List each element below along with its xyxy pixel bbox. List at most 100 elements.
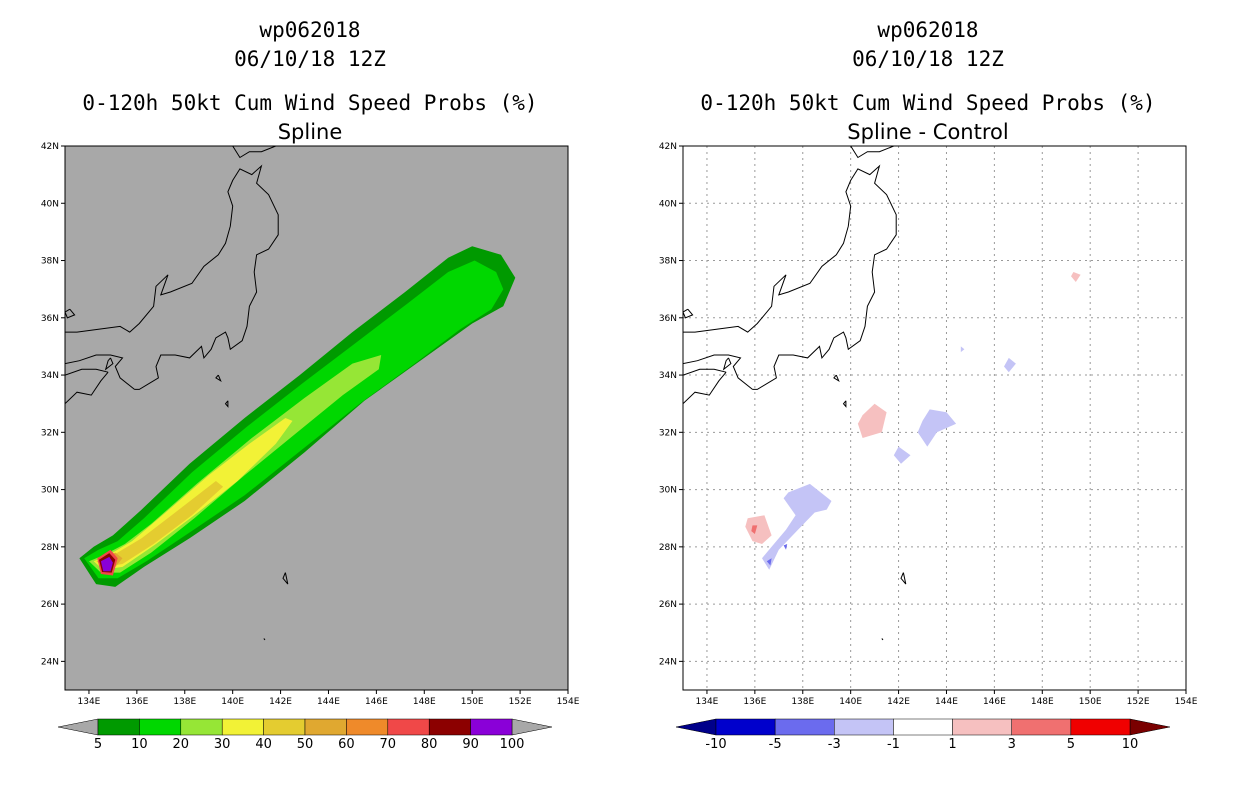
left-lon-label-152: 152E [509,697,532,707]
left-lon-label-138: 138E [173,697,196,707]
right-diff-neg-ne [1004,357,1016,373]
left-colorbar-label-8: 80 [420,737,438,752]
left-lat-label-42: 42N [41,142,59,152]
left-lon-label-134: 134E [78,697,101,707]
right-lon-label-148: 148E [1031,697,1054,707]
right-lon-label-136: 136E [743,697,766,707]
right-diff-neg-sw [762,483,832,570]
left-contour-30pct [93,418,293,570]
left-coastline-8 [65,308,76,319]
left-map: 134E 136E 138E 140E 142E 144E 146E 148E 150E 152E… [41,142,580,707]
right-lat-label-32: 32N [659,428,677,438]
right-coastline-5 [842,400,847,408]
right-coastline-1 [850,146,894,159]
right-lat-label-38: 38N [659,257,677,267]
right-lon-label-134: 134E [696,697,719,707]
left-map-frame [64,145,569,691]
left-colorbar-label-0: 5 [93,737,103,752]
left-lat-label-28: 28N [41,543,59,553]
right-title-storm: wp062018 [877,18,979,42]
left-colorbar-label-9: 90 [462,737,479,752]
left-lon-label-154: 154E [557,697,580,707]
right-lon-label-138: 138E [791,697,814,707]
right-lat-label-26: 26N [659,600,677,610]
left-lon-label-142: 142E [269,697,292,707]
right-diff-neg-mid [917,409,957,447]
right-diff-pos-sw [745,515,772,544]
right-lat-label-30: 30N [659,486,677,496]
right-lon-label-146: 146E [983,697,1006,707]
right-lat-label-24: 24N [659,657,677,667]
right-colorbar-swatch-5 [1011,718,1072,736]
left-lon-label-150: 150E [461,697,484,707]
left-lat-label-26: 26N [41,600,59,610]
left-title-method: Spline [277,120,343,144]
left-coastline-5 [224,400,229,408]
left-lat-label-38: 38N [41,257,59,267]
left-colorbar-label-2: 20 [172,737,190,752]
right-colorbar-label-6: 5 [1066,737,1075,752]
left-contour-40pct [96,481,224,567]
right-lon-label-140: 140E [839,697,862,707]
left-colorbar-label-5: 50 [296,737,314,752]
left-colorbar-swatch-9 [470,718,513,736]
right-diff-neg-sw-core2 [783,544,788,550]
right-colorbar-label-3: -1 [886,737,900,752]
left-lon-label-146: 146E [365,697,388,707]
right-colorbar-under [675,718,717,736]
right-title-date: 06/10/18 12Z [852,47,1004,71]
right-colorbar-swatch-3 [893,718,953,736]
right-colorbar-swatch-4 [952,718,1012,736]
right-lat-label-36: 36N [659,314,677,324]
right-coastline-6 [900,572,907,585]
left-coastline-2 [65,368,109,405]
right-colorbar-swatch-2 [834,718,894,736]
left-lon-label-140: 140E [221,697,244,707]
right-coastline-4 [833,374,840,383]
right-coastline-2 [683,368,727,405]
right-colorbar [675,718,1171,736]
right-diff-pos-ne [1071,272,1081,282]
left-coastline-6 [282,572,289,585]
right-diff-pos-mid [857,403,887,438]
left-colorbar-label-10: 100 [499,737,525,752]
right-lon-label-152: 152E [1127,697,1150,707]
left-lat-label-32: 32N [41,428,59,438]
right-colorbar-swatch-0 [715,718,776,736]
left-colorbar-label-4: 40 [255,737,272,752]
right-lon-label-144: 144E [935,697,958,707]
right-coastline-8 [683,308,694,319]
right-colorbar-label-0: -10 [705,737,727,752]
left-lon-label-148: 148E [413,697,436,707]
right-diff-neg-sw-core1 [766,558,772,566]
right-lat-label-40: 40N [659,199,677,209]
left-lon-label-136: 136E [125,697,148,707]
left-coastline-1 [232,146,276,159]
right-colorbar-label-5: 3 [1007,737,1016,752]
right-colorbar-over [1129,718,1171,736]
right-colorbar-swatch-6 [1070,718,1131,736]
left-coastline-7 [263,638,266,641]
right-colorbar-label-4: 1 [948,737,957,752]
left-lat-label-24: 24N [41,657,59,667]
left-colorbar-label-3: 30 [213,737,231,752]
left-colorbar [57,718,553,736]
left-coastline-4 [215,374,222,383]
left-title-product: 0-120h 50kt Cum Wind Speed Probs (%) [82,91,538,115]
left-coastline-3 [104,357,114,371]
right-coastline-7 [881,638,884,641]
left-lon-label-144: 144E [317,697,340,707]
right-coastline-3 [722,357,732,371]
right-lon-label-150: 150E [1079,697,1102,707]
left-lat-label-34: 34N [41,371,59,381]
right-lat-label-34: 34N [659,371,677,381]
right-diff-pos-sw-core [751,525,758,534]
right-lat-label-42: 42N [659,142,677,152]
right-diff-neg-mid2 [893,446,911,464]
left-coastline-0 [65,164,279,390]
right-map: 134E 136E 138E 140E 142E 144E 146E 148E 150E 152E… [659,142,1198,707]
right-colorbar-label-2: -3 [827,737,841,752]
left-lat-label-36: 36N [41,314,59,324]
left-contour-90pct [100,556,113,572]
right-colorbar-label-1: -5 [768,737,782,752]
